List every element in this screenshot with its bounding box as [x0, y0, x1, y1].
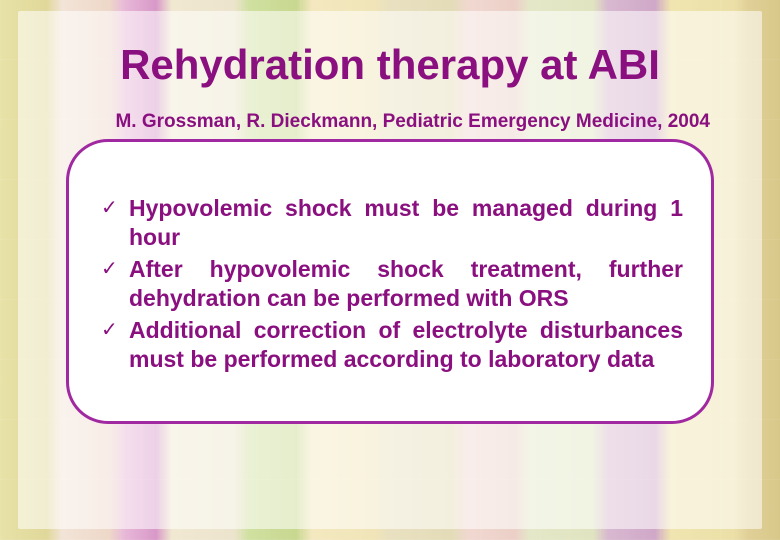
- slide-title: Rehydration therapy at ABI: [64, 41, 716, 89]
- list-item: ✓ After hypovolemic shock treatment, fur…: [97, 255, 683, 314]
- list-item-text: After hypovolemic shock treatment, furth…: [129, 256, 683, 311]
- list-item: ✓ Hypovolemic shock must be managed duri…: [97, 194, 683, 253]
- list-item: ✓ Additional correction of electrolyte d…: [97, 316, 683, 375]
- slide-frame: Rehydration therapy at ABI M. Grossman, …: [18, 11, 762, 529]
- content-card: ✓ Hypovolemic shock must be managed duri…: [66, 139, 714, 424]
- checkmark-icon: ✓: [101, 257, 118, 283]
- list-item-text: Additional correction of electrolyte dis…: [129, 317, 683, 372]
- list-item-text: Hypovolemic shock must be managed during…: [129, 195, 683, 250]
- checkmark-icon: ✓: [101, 318, 118, 344]
- citation-line: M. Grossman, R. Dieckmann, Pediatric Eme…: [64, 111, 716, 133]
- bullet-list: ✓ Hypovolemic shock must be managed duri…: [97, 194, 683, 375]
- checkmark-icon: ✓: [101, 196, 118, 222]
